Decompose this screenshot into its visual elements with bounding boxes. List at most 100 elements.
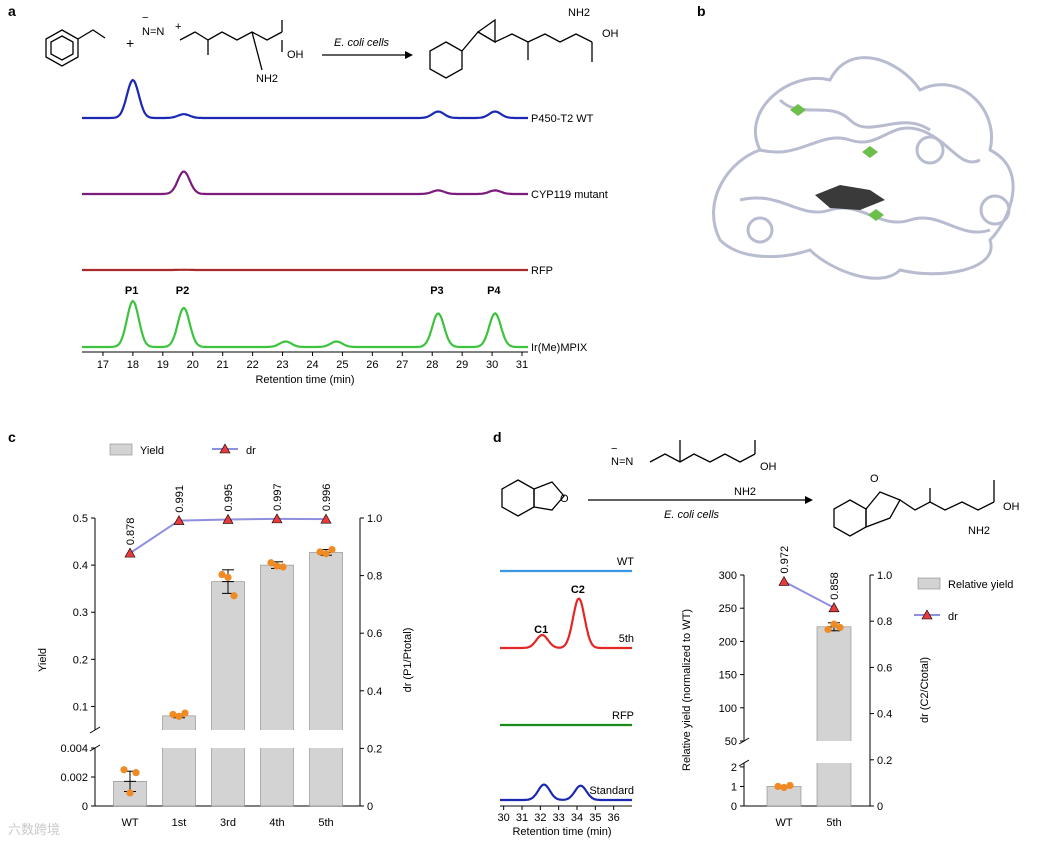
trace-line [500, 783, 632, 802]
y-tick-label: 0.1 [73, 701, 88, 713]
data-point [836, 623, 844, 632]
trace-label: Ir(Me)MPIX [531, 342, 588, 354]
reaction-label-a: E. coli cells [334, 37, 390, 49]
trace-line [82, 170, 528, 196]
data-point [267, 559, 275, 567]
x-tick-label: 25 [336, 359, 348, 371]
y2-tick-label: 0 [877, 801, 883, 813]
svg-text:−: − [611, 443, 617, 455]
dr-label: 0.858 [829, 572, 841, 600]
svg-text:OH: OH [602, 28, 619, 40]
legend-marker [921, 609, 933, 620]
svg-text:O: O [870, 473, 879, 485]
axis-break [89, 726, 101, 734]
trace-line [82, 78, 528, 120]
y-tick-label: 0.3 [73, 607, 88, 619]
x-tick-label: 36 [608, 812, 620, 824]
y-tick-label: 0.004 [60, 743, 88, 755]
dr-label: 0.996 [321, 484, 333, 512]
y2-tick-label: 1.0 [877, 570, 892, 582]
x-tick-label: WT [775, 817, 792, 829]
bar [162, 715, 196, 807]
x-tick-label: 27 [396, 359, 408, 371]
trace-label: Standard [589, 785, 634, 797]
svg-text:+: + [175, 21, 181, 33]
dr-marker [271, 513, 283, 524]
data-point [224, 573, 232, 581]
bar-break-gap [161, 730, 197, 748]
svg-text:−: − [142, 12, 148, 24]
y2-tick-label: 0.6 [877, 662, 892, 674]
y-tick-label: 0.002 [60, 772, 88, 784]
dr-marker [778, 575, 790, 586]
oh-label-a: OH [287, 49, 304, 61]
x-tick-label: 20 [187, 359, 199, 371]
x-tick-label: 29 [456, 359, 468, 371]
x-tick-label: 21 [217, 359, 229, 371]
x-tick-label: 33 [553, 812, 565, 824]
data-point [316, 548, 324, 556]
x-tick-label: 31 [516, 812, 528, 824]
panel-label-d: d [493, 429, 502, 445]
dr-label: 0.997 [272, 483, 284, 511]
x-tick-label: 28 [426, 359, 438, 371]
data-point [780, 783, 788, 792]
legend-swatch-bar [917, 577, 941, 590]
dr-label: 0.878 [125, 518, 137, 546]
legend-label: Relative yield [948, 579, 1013, 591]
reaction-scheme-d: O − N=N OH NH2 E. coli cells O OH NH2 [501, 440, 1020, 537]
y-tick-label: 1 [731, 781, 737, 793]
peak-label: P3 [430, 285, 443, 297]
chart-d: 50 100 150 200 250 300 0 1 2 0 0.2 0.4 0.6 0.8 1.0 WT 5t… [681, 546, 1013, 829]
x-tick-label: 35 [589, 812, 601, 824]
y-tick-label: 300 [719, 570, 737, 582]
bar-break-gap [210, 730, 246, 748]
dr-marker [124, 547, 136, 558]
x-tick-label: 22 [246, 359, 258, 371]
diazo-label: N=N [142, 26, 164, 38]
reaction-scheme-a: + − N=N + OH NH2 E. coli cells OH NH2 [45, 7, 619, 85]
svg-text:NH2: NH2 [568, 7, 590, 19]
svg-text:NH2: NH2 [734, 486, 756, 498]
panel-label-a: a [8, 3, 16, 19]
trace-label: RFP [531, 265, 553, 277]
x-tick-label: 19 [157, 359, 169, 371]
peak-label: C1 [534, 624, 548, 636]
x-tick-label: 30 [498, 812, 510, 824]
trace-label: 5th [619, 633, 634, 645]
trace-label: CYP119 mutant [531, 189, 608, 201]
data-point [175, 712, 183, 720]
y2-tick-label: 0.6 [367, 628, 382, 640]
data-point [774, 782, 782, 791]
x-axis-title: Retention time (min) [255, 374, 354, 386]
data-point [120, 766, 128, 774]
y-tick-label: 250 [719, 603, 737, 615]
product-ring-a [429, 41, 463, 79]
bar [816, 626, 852, 807]
dr-marker [320, 513, 332, 524]
x-tick-label: 31 [516, 359, 528, 371]
x-tick-label: 1st [172, 817, 187, 829]
trace-label: P450-T2 WT [531, 113, 594, 125]
x-tick-label: 18 [127, 359, 139, 371]
svg-text:NH2: NH2 [968, 525, 990, 537]
y2-tick-label: 0.8 [877, 616, 892, 628]
legend-label: Yield [140, 445, 164, 457]
chromatogram-d: WT 5th RFP Standard C1 C2 30 31 32 33 34 35 36 Retent… [498, 556, 635, 838]
isochroman-ring [501, 479, 535, 517]
axis-break [738, 759, 750, 767]
legend-label: dr [948, 611, 958, 623]
x-tick-label: 30 [486, 359, 498, 371]
peak-label: P1 [125, 285, 138, 297]
chromatogram-a: P450-T2 WT CYP119 mutant RFP Ir(Me)MPIX P1 P2… [82, 78, 608, 386]
y-tick-label: 0 [82, 801, 88, 813]
y-axis-title: Yield [37, 648, 49, 672]
y-tick-label: 0.2 [73, 654, 88, 666]
y2-tick-label: 1.0 [367, 513, 382, 525]
y-axis-title: Relative yield (normalized to WT) [681, 609, 693, 771]
trace-label: WT [617, 556, 634, 568]
peak-label: C2 [571, 584, 585, 596]
legend-label: dr [246, 445, 256, 457]
peak-label: P4 [487, 285, 501, 297]
